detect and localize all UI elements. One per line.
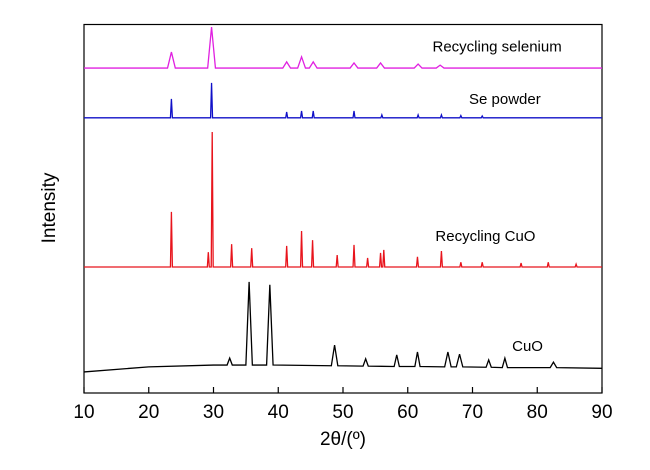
series-line bbox=[84, 26, 602, 69]
series-label: Recycling CuO bbox=[435, 228, 535, 245]
x-tick-label: 60 bbox=[397, 402, 418, 423]
x-tick-label: 20 bbox=[138, 402, 159, 423]
x-tick-label: 30 bbox=[203, 402, 224, 423]
series-line bbox=[84, 82, 602, 119]
series-line bbox=[84, 131, 602, 268]
series-label: Recycling selenium bbox=[432, 38, 561, 55]
x-tick-label: 80 bbox=[527, 402, 548, 423]
x-tick-label: 70 bbox=[462, 402, 483, 423]
y-axis-label: Intensity bbox=[39, 172, 60, 243]
series-label: CuO bbox=[512, 338, 543, 355]
x-tick-label: 50 bbox=[332, 402, 353, 423]
x-tick-label: 10 bbox=[73, 402, 94, 423]
x-axis-label: 2θ/(º) bbox=[320, 429, 366, 450]
x-tick-label: 90 bbox=[591, 402, 612, 423]
x-tick-label: 40 bbox=[268, 402, 289, 423]
series-label: Se powder bbox=[469, 91, 541, 108]
series-line bbox=[83, 281, 603, 373]
